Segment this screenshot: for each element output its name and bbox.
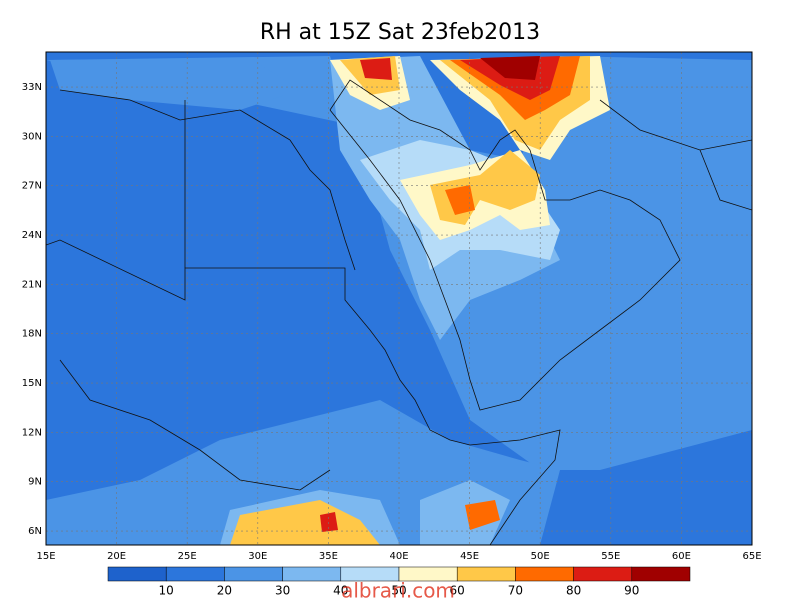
colorbar-label: 30 <box>275 584 290 598</box>
colorbar-label: 60 <box>450 584 465 598</box>
title: RH at 15Z Sat 23feb2013 <box>260 20 540 45</box>
colorbar-label: 20 <box>217 584 232 598</box>
colorbar-box <box>224 566 283 582</box>
colorbar-box <box>107 566 167 582</box>
colorbar-box <box>456 566 516 582</box>
y-tick-label: 21N <box>22 279 42 290</box>
y-tick-label: 9N <box>28 477 42 488</box>
y-tick-label: 30N <box>22 131 42 142</box>
colorbar-box <box>573 566 633 582</box>
y-tick-label: 27N <box>22 181 42 192</box>
boundaries <box>46 79 752 545</box>
colorbar-box <box>165 566 225 582</box>
watermark: albrari.com <box>341 579 455 601</box>
colorbar-box <box>631 566 691 582</box>
y-tick-label: 33N <box>22 82 42 93</box>
colorbar-label: 40 <box>333 584 348 598</box>
x-tick-label: 30E <box>248 551 267 562</box>
x-tick-label: 20E <box>107 551 126 562</box>
y-tick-label: 15N <box>22 378 42 389</box>
x-tick-label: 25E <box>178 551 197 562</box>
colorbar: 10 20 30 40 50 60 70 80 90 <box>107 566 691 598</box>
x-tick-label: 40E <box>389 551 408 562</box>
y-tick-label: 24N <box>22 230 42 241</box>
x-tick-label: 45E <box>460 551 479 562</box>
colorbar-label: 50 <box>391 584 406 598</box>
y-tick-label: 18N <box>22 329 42 340</box>
colorbar-box <box>282 566 342 582</box>
colorbar-label: 80 <box>566 584 581 598</box>
x-tick-label: 35E <box>319 551 338 562</box>
colorbar-label: 70 <box>508 584 523 598</box>
x-tick-label: 60E <box>672 551 691 562</box>
frame <box>45 51 753 546</box>
y-tick-label: 12N <box>22 427 42 438</box>
colorbar-label: 10 <box>159 584 174 598</box>
x-tick-label: 65E <box>742 551 761 562</box>
x-tick-label: 55E <box>601 551 620 562</box>
colorbar-label: 90 <box>624 584 639 598</box>
colorbar-box <box>515 566 574 582</box>
y-tick-label: 6N <box>28 526 42 537</box>
x-tick-label: 15E <box>36 551 55 562</box>
x-tick-label: 50E <box>531 551 550 562</box>
